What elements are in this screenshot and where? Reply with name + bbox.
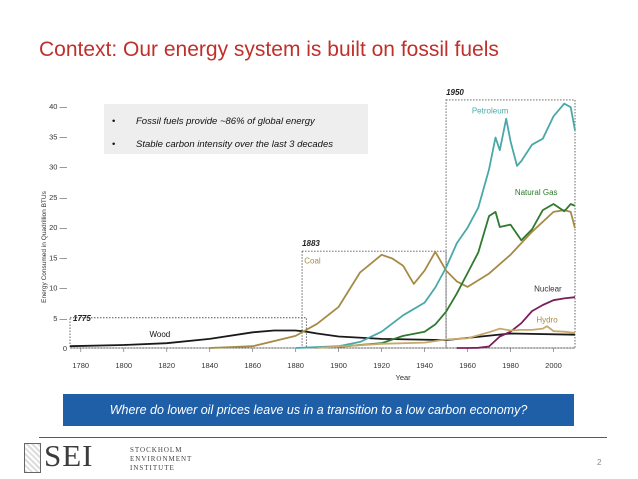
series-label-hydro: Hydro [536,316,558,325]
x-tick-label: 1860 [244,361,261,370]
era-box [69,317,307,349]
era-box [301,250,447,349]
logo-letters: SEI [44,438,94,473]
bullet-text: Fossil fuels provide ~86% of global ener… [136,116,315,127]
era-label: 1883 [302,239,320,248]
question-banner: Where do lower oil prices leave us in a … [63,394,574,426]
series-line-petroleum [295,102,576,349]
x-tick-label: 2000 [545,361,562,370]
x-tick-label: 1900 [330,361,347,370]
y-tick-label: 40 — [49,102,67,111]
sei-logo: SEI STOCKHOLM ENVIRONMENT INSTITUTE [24,438,191,476]
x-axis-title: Year [396,373,412,382]
series-label-coal: Coal [304,256,321,265]
slide-title: Context: Our energy system is built on f… [39,38,499,61]
series-line-nuclear [456,296,576,349]
x-tick-label: 1920 [373,361,390,370]
y-tick-label: 10 — [49,284,67,293]
y-tick-label: 5 — [53,314,67,323]
series-line-natural-gas [338,203,576,348]
bullet-point: • Stable carbon intensity over the last 3… [112,133,368,156]
series-line-coal [209,209,576,349]
bullet-text: Stable carbon intensity over the last 3 … [136,139,333,150]
bullet-dot: • [112,116,116,127]
y-axis-title: Energy Consumed in Quadrillion BTUs [41,190,48,302]
footer-divider [39,437,607,438]
series-label-wood: Wood [150,330,171,339]
y-tick-label: 30 — [49,163,67,172]
x-tick-label: 1960 [459,361,476,370]
series-line-hydro [317,325,576,349]
x-tick-label: 1780 [72,361,89,370]
series-label-natural-gas: Natural Gas [515,188,558,197]
bullet-point: • Fossil fuels provide ~86% of global ene… [112,110,368,133]
y-tick-label: 15 — [49,253,67,262]
x-tick-label: 1840 [201,361,218,370]
era-label: 1775 [73,314,91,323]
x-tick-label: 1820 [158,361,175,370]
logo-institute-name: STOCKHOLM ENVIRONMENT INSTITUTE [130,446,200,473]
logo-emblem-icon [24,443,41,473]
x-tick-label: 1940 [416,361,433,370]
x-tick-label: 1800 [115,361,132,370]
x-tick-label: 1980 [502,361,519,370]
y-tick-label: 35 — [49,132,67,141]
y-tick-label: 0 [63,344,67,353]
y-tick-label: 25 — [49,193,67,202]
page-number: 2 [597,458,602,467]
logo-name-line: INSTITUTE [130,464,175,472]
series-label-petroleum: Petroleum [472,106,509,115]
logo-name-line: ENVIRONMENT [130,455,193,463]
bullet-dot: • [112,139,116,150]
y-tick-label: 20 — [49,223,67,232]
x-tick-label: 1880 [287,361,304,370]
era-box [445,99,576,349]
series-label-nuclear: Nuclear [534,285,562,294]
logo-name-line: STOCKHOLM [130,446,183,454]
key-points-box: • Fossil fuels provide ~86% of global ene… [104,104,368,154]
series-line-wood [69,329,576,348]
era-label: 1950 [446,88,464,97]
